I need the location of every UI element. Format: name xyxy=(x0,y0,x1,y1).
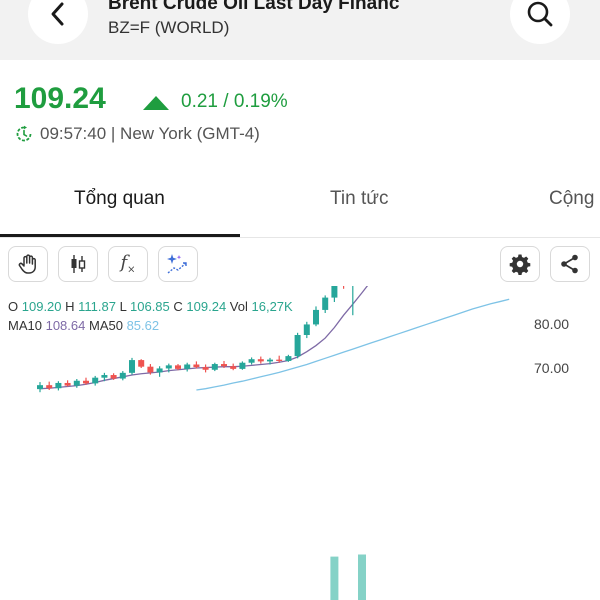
ticker-subtitle: BZ=F (WORLD) xyxy=(108,18,230,37)
candle-body xyxy=(110,375,117,379)
candle-body xyxy=(202,367,209,370)
ma10-line xyxy=(39,286,369,390)
candle-body xyxy=(303,324,310,335)
candle-body xyxy=(331,286,338,298)
y-axis-tick-label: 80.00 xyxy=(534,316,569,332)
candle-body xyxy=(285,356,292,361)
candle-body xyxy=(193,364,200,368)
back-button[interactable] xyxy=(28,0,88,44)
candle-body xyxy=(156,368,163,373)
candle-body xyxy=(119,372,126,379)
close-label: C xyxy=(173,299,183,314)
candle-body xyxy=(313,309,319,325)
candle-body xyxy=(239,362,246,369)
candle-body xyxy=(129,360,135,373)
chevron-left-icon xyxy=(51,2,64,26)
volume-bar xyxy=(358,554,366,600)
candle-body xyxy=(101,375,108,378)
volume-value: 16,27K xyxy=(251,299,293,314)
clock-refresh-icon xyxy=(16,125,32,142)
share-button[interactable] xyxy=(550,246,590,282)
high-value: 111.87 xyxy=(78,299,116,314)
candle-body xyxy=(276,359,283,361)
candle-body xyxy=(230,366,237,369)
candle-body xyxy=(248,359,255,363)
open-value: 109.20 xyxy=(21,299,62,314)
candle-body xyxy=(147,366,154,373)
candle-body xyxy=(165,365,172,369)
hand-icon xyxy=(18,254,36,274)
tab-overview[interactable]: Tổng quan xyxy=(74,188,165,209)
high-label: H xyxy=(65,299,75,314)
indicators-button[interactable]: f× xyxy=(108,246,148,282)
chart-type-button[interactable] xyxy=(58,246,98,282)
drawing-tool-button[interactable] xyxy=(8,246,48,282)
last-price: 109.24 xyxy=(14,82,106,115)
candle-body xyxy=(37,385,43,390)
candle-body xyxy=(257,359,264,362)
market-time: 09:57:40 | New York (GMT-4) xyxy=(40,124,260,143)
search-button[interactable] xyxy=(510,0,570,44)
y-axis-tick-label: 70.00 xyxy=(534,360,569,376)
tab-bar: Tổng quan Tin tức Cộng xyxy=(0,178,600,238)
up-arrow-icon xyxy=(143,96,169,110)
candle-body xyxy=(138,360,145,367)
candle-body xyxy=(294,335,301,357)
ma-legend: MA10 108.64 MA50 85.62 xyxy=(8,318,159,333)
y-axis-tick-label: 90.00 xyxy=(534,286,569,288)
volume-bar xyxy=(330,556,339,600)
chart-settings-button[interactable] xyxy=(500,246,540,282)
volume-label: Vol xyxy=(229,299,248,314)
candle-body xyxy=(211,364,218,370)
open-label: O xyxy=(8,299,19,314)
candle-body xyxy=(46,385,53,389)
candle-body xyxy=(64,382,71,386)
tab-news[interactable]: Tin tức xyxy=(330,188,389,209)
price-chart[interactable]: 130.00120.00110.00100.0090.0080.0070.001… xyxy=(0,286,600,600)
candle-body xyxy=(92,377,99,384)
candle-body xyxy=(55,382,62,389)
gear-icon xyxy=(509,254,531,275)
market-time-row: 09:57:40 | New York (GMT-4) xyxy=(14,124,260,144)
candle-body xyxy=(83,380,89,384)
candle-body xyxy=(184,364,191,369)
low-label: L xyxy=(119,299,127,314)
ma50-label: MA50 xyxy=(88,318,123,333)
candle-body xyxy=(73,380,80,386)
share-icon xyxy=(561,254,578,274)
active-tab-indicator xyxy=(0,234,240,237)
candle-body xyxy=(175,365,181,369)
sparkle-chart-icon xyxy=(167,254,187,274)
ma10-label: MA10 xyxy=(8,318,42,333)
candle-body xyxy=(322,297,329,310)
price-change: 0.21 / 0.19% xyxy=(181,91,288,112)
low-value: 106.85 xyxy=(130,299,170,314)
candle-body xyxy=(267,359,273,362)
fx-icon: f× xyxy=(120,252,136,276)
candle-body xyxy=(221,364,227,367)
search-icon xyxy=(527,1,553,27)
ohlc-legend: O 109.20 H 111.87 L 106.85 C 109.24 Vol … xyxy=(8,299,293,314)
ai-analysis-button[interactable] xyxy=(158,246,198,282)
ma50-line xyxy=(196,298,510,391)
page-title: Brent Crude Oil Last Day Financ xyxy=(108,0,400,14)
tab-community[interactable]: Cộng xyxy=(549,188,595,209)
close-value: 109.24 xyxy=(186,299,227,314)
ma50-value: 85.62 xyxy=(126,318,160,333)
app-header: Brent Crude Oil Last Day Financ BZ=F (WO… xyxy=(0,0,600,60)
ma10-value: 108.64 xyxy=(45,318,86,333)
candlestick-icon xyxy=(71,255,86,273)
